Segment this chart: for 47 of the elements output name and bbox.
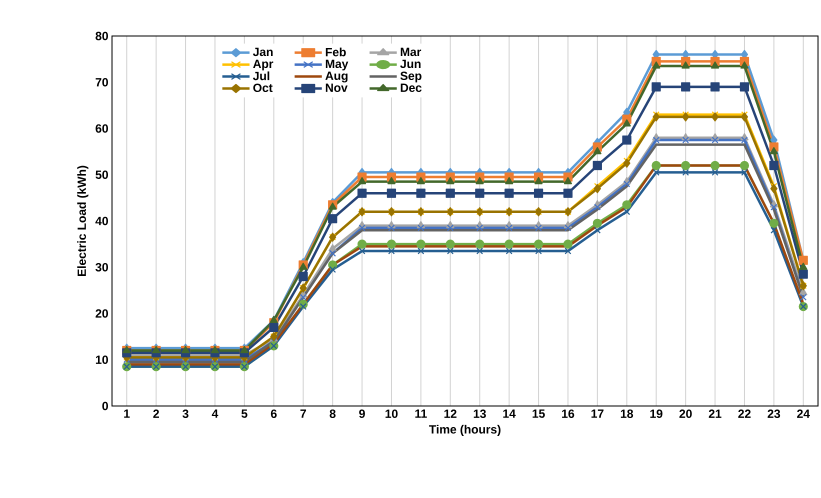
legend-label: Jul bbox=[252, 71, 270, 80]
y-tick-label: 70 bbox=[96, 78, 108, 86]
x-tick-label: 2 bbox=[153, 410, 159, 418]
x-tick-label: 24 bbox=[797, 410, 810, 418]
y-tick-label: 80 bbox=[96, 32, 108, 40]
x-tick-label: 14 bbox=[503, 410, 516, 418]
x-tick-label: 12 bbox=[444, 410, 456, 418]
y-tick-label: 50 bbox=[96, 170, 108, 179]
x-tick-label: 15 bbox=[532, 410, 545, 418]
legend-label: Oct bbox=[253, 84, 273, 92]
y-tick-label: 0 bbox=[102, 402, 108, 410]
y-tick-label: 20 bbox=[96, 309, 108, 318]
legend-label: Sep bbox=[400, 72, 422, 82]
x-tick-label: 18 bbox=[620, 410, 634, 418]
y-tick-label: 10 bbox=[96, 356, 108, 364]
x-tick-label: 20 bbox=[679, 410, 692, 418]
x-tick-label: 7 bbox=[300, 410, 306, 418]
y-tick-label: 40 bbox=[95, 216, 108, 226]
legend-label: Jun bbox=[400, 60, 421, 68]
x-tick-label: 6 bbox=[270, 410, 277, 418]
legend-label: Nov bbox=[326, 84, 348, 92]
legend-label: Apr bbox=[253, 60, 274, 70]
legend-label: Feb bbox=[326, 48, 346, 56]
x-tick-label: 17 bbox=[591, 410, 604, 418]
y-axis-title: Electric Load (kWh) bbox=[77, 166, 88, 276]
x-tick-label: 10 bbox=[386, 410, 398, 418]
legend-label: Aug bbox=[325, 72, 348, 82]
legend-label: Dec bbox=[400, 84, 422, 92]
x-tick-label: 5 bbox=[241, 410, 248, 418]
x-tick-label: 16 bbox=[562, 410, 574, 418]
x-tick-label: 21 bbox=[708, 410, 722, 418]
x-tick-label: 11 bbox=[415, 410, 427, 418]
x-tick-label: 3 bbox=[182, 410, 188, 418]
x-tick-label: 19 bbox=[650, 410, 662, 418]
x-tick-label: 23 bbox=[768, 410, 780, 418]
y-tick-label: 60 bbox=[96, 124, 108, 133]
x-tick-label: 9 bbox=[359, 410, 365, 418]
legend-label: Mar bbox=[400, 48, 422, 56]
legend-label: Jan bbox=[252, 48, 273, 56]
x-tick-label: 1 bbox=[124, 410, 130, 418]
x-tick-label: 22 bbox=[738, 410, 751, 418]
x-tick-label: 8 bbox=[330, 410, 336, 418]
y-tick-label: 30 bbox=[95, 262, 108, 272]
x-axis-title: Time (hours) bbox=[429, 424, 500, 436]
x-tick-label: 4 bbox=[212, 410, 218, 418]
x-tick-label: 13 bbox=[474, 410, 486, 418]
legend-label: May bbox=[326, 60, 348, 70]
